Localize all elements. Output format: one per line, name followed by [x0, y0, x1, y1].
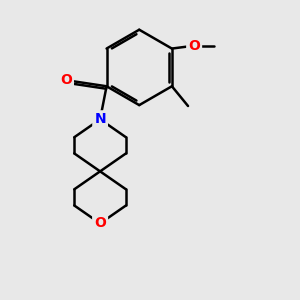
- Text: O: O: [94, 216, 106, 230]
- Text: O: O: [60, 73, 72, 87]
- Text: O: O: [188, 39, 200, 53]
- Text: N: N: [94, 112, 106, 126]
